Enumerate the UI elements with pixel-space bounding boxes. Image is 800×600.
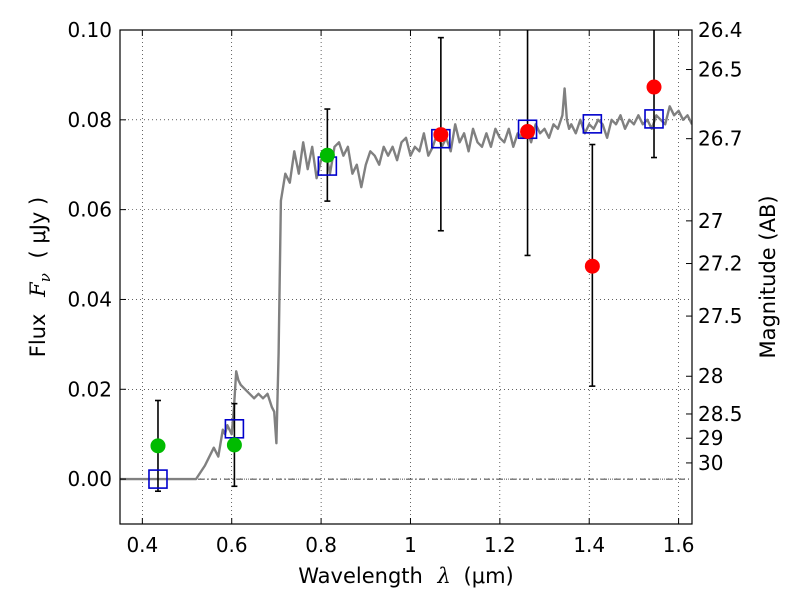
model-flux-square [582, 114, 603, 134]
y-axis-label-symbol: F [26, 281, 50, 298]
plot-frame [119, 29, 693, 525]
x-tick-label: 1.6 [663, 533, 695, 557]
model-flux-square [148, 469, 168, 489]
y2-tick-label: 29 [698, 426, 723, 450]
plot-area [120, 30, 692, 493]
optical-point [319, 147, 335, 163]
y-axis-label-unit: ( μJy ) [26, 197, 50, 259]
y2-tick-label: 26.7 [698, 127, 743, 151]
x-tick-label: 1.2 [484, 533, 516, 557]
svg-text:Flux Fν ( μJy ): Flux Fν ( μJy ) [26, 197, 55, 357]
x-tick-label: 1.4 [573, 533, 605, 557]
y-tick-label: 0.02 [67, 377, 112, 401]
y2-axis-label: Magnitude (AB) [756, 195, 780, 358]
y2-tick-label: 27 [698, 209, 723, 233]
x-tick-label: 0.8 [305, 533, 337, 557]
x-tick-label: 1 [404, 533, 417, 557]
y2-tick-label: 26.5 [698, 58, 743, 82]
nir-point [433, 127, 449, 143]
optical-point [226, 437, 242, 453]
x-axis-label: Wavelength λ (μm) [298, 564, 513, 588]
y2-tick-label: 28 [698, 364, 723, 388]
grid-lines [120, 29, 692, 524]
model-flux-square [644, 109, 664, 129]
y2-tick-label: 30 [698, 451, 723, 475]
x-tick-label: 0.4 [126, 533, 158, 557]
nir-point [520, 123, 536, 139]
optical-point [150, 438, 166, 454]
y-axis-label-subscript: ν [36, 273, 54, 282]
y-tick-label: 0.00 [67, 467, 112, 491]
y2-tick-label: 28.5 [698, 402, 743, 426]
y2-tick-label: 27.2 [698, 252, 743, 276]
y-tick-label: 0.04 [67, 287, 112, 311]
x-tick-label: 0.6 [216, 533, 248, 557]
y-tick-label: 0.10 [67, 18, 112, 42]
nir-point [584, 258, 600, 274]
model-sed-line [120, 87, 692, 481]
axis-ticks: 0.4 0.6 0.8 1 1.2 1.4 1.6 0.00 0.02 0.04 0.06 0.08 0… [67, 18, 742, 557]
x-axis-label-symbol: λ [437, 564, 451, 588]
y-tick-label: 0.08 [67, 108, 112, 132]
y-axis-label: Flux Fν ( μJy ) [26, 197, 55, 357]
y2-tick-label: 27.5 [698, 304, 743, 328]
x-axis-label-unit: (μm) [464, 564, 514, 588]
y-axis-label-text: Flux [26, 314, 50, 358]
x-axis-label-text: Wavelength [298, 564, 423, 588]
y2-axis-label-text: Magnitude (AB) [756, 195, 780, 358]
nir-point [646, 79, 662, 95]
y-tick-label: 0.06 [67, 198, 112, 222]
y2-tick-label: 26.4 [698, 18, 743, 42]
